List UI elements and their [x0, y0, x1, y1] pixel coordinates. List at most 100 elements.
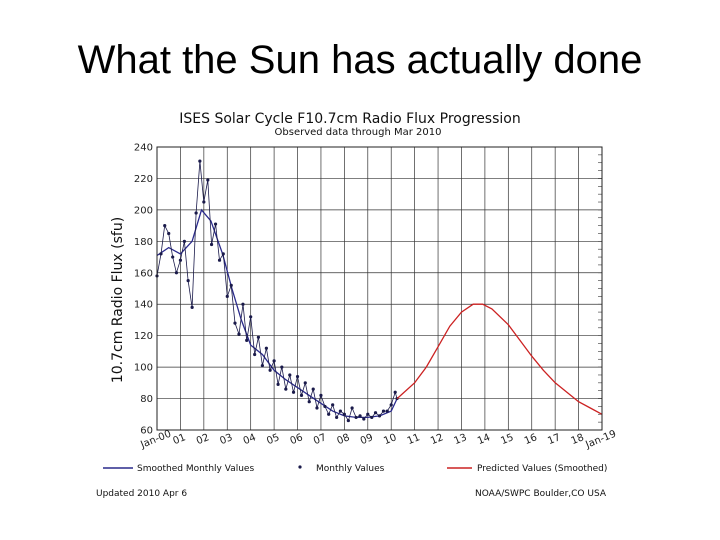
x-tick-label: 04 — [242, 432, 258, 447]
monthly-value-point — [307, 400, 311, 404]
monthly-value-point — [389, 403, 393, 407]
monthly-value-point — [385, 409, 389, 413]
slide-title: What the Sun has actually done — [77, 38, 643, 82]
y-tick-label: 200 — [134, 205, 153, 216]
monthly-value-point — [315, 406, 319, 410]
monthly-value-point — [350, 406, 354, 410]
x-tick-label: 16 — [523, 432, 539, 447]
credit: NOAA/SWPC Boulder,CO USA — [475, 489, 607, 499]
monthly-value-point — [280, 365, 284, 369]
x-tick-label: 12 — [429, 432, 445, 447]
monthly-value-point — [167, 231, 171, 236]
predicted-series-line — [396, 303, 603, 415]
monthly-value-point — [311, 387, 315, 391]
y-tick-label: 140 — [134, 300, 153, 311]
x-tick-label: 02 — [195, 432, 211, 447]
monthly-value-point — [291, 390, 296, 394]
x-tick-label: 09 — [359, 432, 375, 447]
plot-frame — [156, 146, 603, 431]
monthly-value-point — [182, 239, 187, 243]
y-tick-label: 240 — [134, 143, 153, 154]
grid — [156, 146, 603, 431]
monthly-value-point — [362, 417, 366, 421]
monthly-value-point — [377, 414, 382, 418]
x-tick-label: 14 — [476, 432, 492, 447]
monthly-value-point — [249, 315, 253, 319]
y-tick-label: 80 — [140, 394, 153, 405]
monthly-value-point — [323, 404, 327, 409]
x-tick-label: 07 — [312, 432, 328, 447]
monthly-value-point — [163, 224, 167, 228]
y-axis-label: 10.7cm Radio Flux (sfu) — [110, 217, 126, 383]
monthly-value-point — [366, 412, 370, 416]
monthly-value-point — [206, 178, 210, 182]
monthly-value-point — [373, 411, 378, 415]
x-tick-label: 11 — [406, 432, 422, 447]
monthly-value-point — [229, 283, 233, 287]
monthly-value-point — [159, 252, 163, 256]
monthly-value-point — [178, 258, 183, 262]
monthly-value-point — [335, 415, 339, 420]
monthly-value-point — [198, 159, 202, 163]
chart-title: ISES Solar Cycle F10.7cm Radio Flux Prog… — [179, 111, 520, 127]
monthly-value-point — [370, 415, 374, 420]
monthly-value-point — [213, 222, 218, 226]
monthly-value-point — [190, 305, 194, 309]
y-tick-label: 60 — [140, 426, 153, 437]
monthly-value-point — [276, 382, 280, 387]
series-layer — [155, 159, 603, 423]
legend-monthly-swatch — [298, 465, 302, 469]
x-tick-label: 15 — [499, 432, 515, 447]
monthly-value-point — [319, 393, 323, 398]
monthly-value-point — [256, 335, 261, 339]
monthly-value-point — [194, 211, 198, 215]
monthly-value-point — [217, 258, 222, 262]
y-tick-label: 160 — [134, 268, 153, 279]
monthly-value-point — [264, 346, 268, 350]
monthly-value-point — [186, 279, 190, 283]
monthly-value-point — [245, 338, 249, 342]
monthly-value-point — [202, 200, 206, 204]
monthly-value-point — [237, 332, 241, 336]
x-tick-label: 18 — [570, 432, 586, 447]
monthly-value-point — [288, 373, 292, 377]
x-tick-label: Jan-19 — [583, 429, 617, 451]
x-tick-label: 13 — [453, 432, 469, 447]
monthly-value-point — [358, 414, 362, 418]
legend: Smoothed Monthly Values Monthly Values P… — [103, 464, 607, 474]
updated-date: Updated 2010 Apr 6 — [96, 489, 187, 499]
monthly-value-point — [272, 359, 276, 363]
monthly-value-point — [260, 363, 264, 368]
legend-monthly-label: Monthly Values — [316, 464, 385, 474]
monthly-value-point — [284, 387, 288, 391]
x-tick-label: 03 — [218, 432, 234, 447]
monthly-value-point — [299, 393, 304, 398]
x-tick-label: 01 — [172, 432, 188, 447]
monthly-value-point — [241, 302, 245, 306]
legend-smoothed-label: Smoothed Monthly Values — [137, 464, 254, 474]
monthly-value-point — [338, 409, 342, 413]
x-tick-label: 10 — [382, 432, 398, 447]
monthly-value-point — [346, 418, 350, 423]
monthly-series-line — [156, 161, 398, 422]
y-tick-labels: 60 80 100 120 140 160 180 200 220 240 — [134, 143, 153, 437]
monthly-value-point — [209, 242, 214, 247]
monthly-value-point — [327, 412, 331, 416]
monthly-value-point — [221, 252, 225, 256]
monthly-value-point — [381, 409, 386, 413]
y-tick-label: 120 — [134, 331, 153, 342]
monthly-value-point — [393, 390, 397, 394]
monthly-value-point — [253, 352, 257, 357]
chart-subtitle: Observed data through Mar 2010 — [275, 127, 442, 138]
monthly-value-point — [331, 403, 335, 407]
monthly-value-point — [174, 271, 179, 275]
x-tick-label: 05 — [265, 432, 281, 447]
y-tick-label: 180 — [134, 237, 153, 248]
x-tick-label: 08 — [335, 432, 351, 447]
monthly-value-point — [354, 415, 358, 420]
x-tick-label: 17 — [546, 432, 562, 447]
monthly-value-point — [295, 374, 300, 379]
monthly-value-point — [225, 294, 229, 298]
legend-predicted-label: Predicted Values (Smoothed) — [477, 464, 607, 474]
